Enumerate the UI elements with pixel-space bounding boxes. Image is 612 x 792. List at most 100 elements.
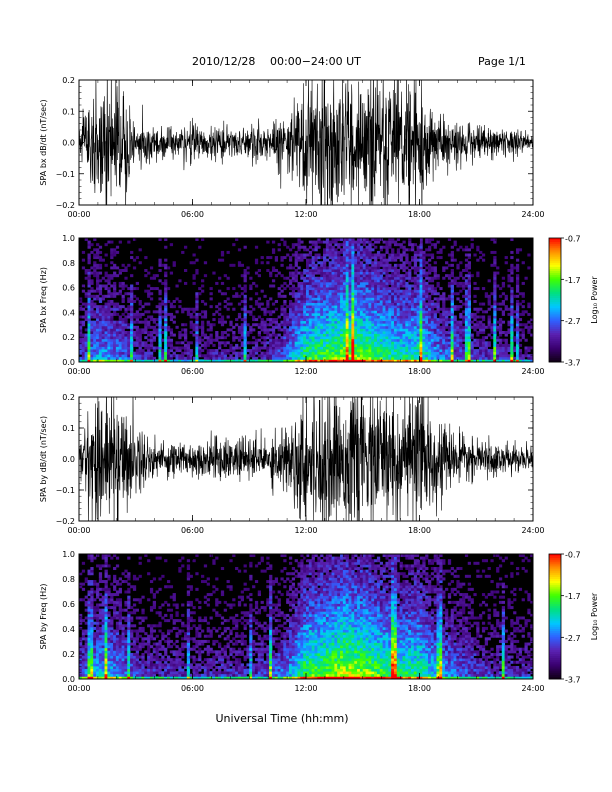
spectrogram-cell — [413, 266, 418, 270]
spectrogram-cell — [283, 276, 287, 280]
spectrogram-cell — [337, 349, 341, 353]
spectrogram-cell — [79, 333, 83, 337]
spectrogram-cell — [323, 248, 327, 252]
spectrogram-cell — [169, 305, 174, 309]
spectrogram-cell — [283, 328, 287, 332]
spectrogram-cell — [328, 297, 332, 301]
spectrogram-cell — [79, 338, 83, 342]
spectrogram-cell — [164, 333, 168, 337]
spectrogram-cell — [288, 271, 293, 275]
spectrogram-cell — [320, 346, 324, 350]
colorbar-segment — [549, 308, 561, 311]
spectrogram-cell — [306, 266, 310, 270]
spectrogram-cell — [297, 312, 301, 316]
spectrogram-cell — [325, 302, 330, 306]
spectrogram-cell — [365, 359, 369, 362]
spectrogram-cell — [504, 349, 508, 353]
spectrogram-cell — [527, 266, 531, 270]
spectrogram-cell — [422, 292, 426, 296]
spectrogram-cell — [357, 331, 361, 334]
spectrogram-cell — [425, 294, 429, 298]
spectrogram-cell — [164, 245, 168, 249]
spectrogram-cell — [110, 318, 114, 322]
spectrogram-cell — [311, 343, 315, 347]
spectrogram-cell — [342, 284, 347, 288]
spectrogram-cell — [467, 256, 471, 260]
spectrogram-cell — [430, 349, 435, 353]
spectrogram-cell — [345, 346, 349, 350]
spectrogram-cell — [473, 359, 477, 362]
x-tick-label: 00:00 — [67, 210, 90, 219]
spectrogram-cell — [325, 287, 330, 291]
spectrogram-cell — [101, 338, 105, 342]
spectrogram-cell — [104, 333, 108, 337]
spectrogram-cell — [371, 276, 375, 280]
spectrogram-cell — [118, 343, 122, 347]
spectrogram-cell — [325, 266, 330, 270]
spectrogram-cell — [351, 271, 355, 275]
spectrogram-cell — [121, 346, 125, 350]
spectrogram-cell — [498, 359, 503, 362]
spectrogram-cell — [127, 305, 131, 309]
spectrogram-cell — [155, 323, 159, 327]
spectrogram-cell — [263, 354, 267, 358]
spectrogram-cell — [357, 284, 361, 288]
spectrogram-cell — [410, 312, 415, 316]
spectrogram-cell — [515, 331, 520, 334]
spectrogram-cell — [371, 343, 375, 347]
spectrogram-cell — [195, 328, 199, 332]
spectrogram-cell — [345, 320, 349, 324]
spectrogram-cell — [325, 343, 330, 347]
spectrogram-cell — [422, 305, 426, 309]
spectrogram-cell — [433, 354, 437, 358]
spectrogram-cell — [385, 320, 389, 324]
spectrogram-cell — [504, 341, 508, 345]
spectrogram-cell — [359, 325, 364, 329]
spectrogram-cell — [209, 338, 213, 342]
spectrogram-cell — [359, 274, 364, 278]
spectrogram-cell — [320, 284, 324, 288]
spectrogram-cell — [445, 351, 449, 355]
spectrogram-cell — [201, 279, 205, 283]
spectrogram-cell — [181, 310, 185, 314]
spectrogram-cell — [98, 320, 103, 324]
spectrogram-cell — [337, 323, 341, 327]
spectrogram-cell — [303, 318, 307, 322]
spectrogram-cell — [481, 341, 486, 345]
colorbar-segment — [549, 316, 561, 319]
spectrogram-cell — [513, 346, 517, 350]
spectrogram-cell — [260, 351, 264, 355]
spectrogram-cell — [169, 349, 174, 353]
spectrogram-cell — [493, 250, 497, 254]
spectrogram-cell — [93, 274, 97, 278]
spectrogram-cell — [115, 346, 120, 350]
spectrogram-cell — [354, 336, 358, 340]
spectrogram-cell — [359, 256, 364, 260]
spectrogram-cell — [118, 305, 122, 309]
spectrogram-cell — [430, 343, 435, 347]
spectrogram-cell — [371, 318, 375, 322]
spectrogram-cell — [161, 281, 165, 285]
spectrogram-cell — [422, 297, 426, 301]
spectrogram-cell — [158, 292, 162, 296]
spectrogram-cell — [393, 343, 398, 347]
spectrogram-cell — [283, 331, 287, 334]
spectrogram-cell — [399, 274, 403, 278]
spectrogram-cell — [158, 323, 162, 327]
spectrogram-cell — [354, 356, 358, 360]
spectrogram-cell — [368, 253, 372, 257]
spectrogram-cell — [161, 349, 165, 353]
spectrogram-cell — [229, 302, 233, 306]
spectrogram-cell — [447, 312, 452, 316]
spectrogram-cell — [98, 346, 103, 350]
spectrogram-cell — [294, 359, 298, 362]
spectrogram-cell — [328, 343, 332, 347]
spectrogram-cell — [408, 323, 412, 327]
spectrogram-cell — [183, 328, 188, 332]
spectrogram-cell — [286, 346, 290, 350]
spectrogram-cell — [147, 302, 151, 306]
spectrogram-cell — [374, 333, 378, 337]
spectrogram-cell — [388, 349, 392, 353]
spectrogram-cell — [419, 336, 423, 340]
spectrogram-cell — [320, 276, 324, 280]
